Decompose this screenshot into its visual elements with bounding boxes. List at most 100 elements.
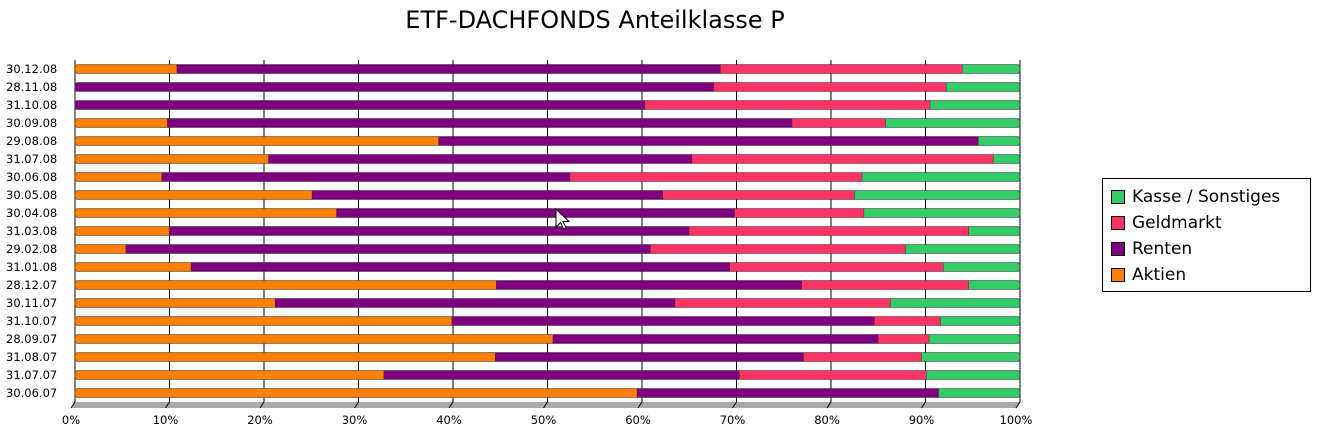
bar-segment <box>968 280 1020 290</box>
bar-segment <box>854 190 1020 200</box>
bar-segment <box>75 136 439 146</box>
bar-outline <box>74 244 1021 254</box>
y-tick-label: 29.02.08 <box>6 242 57 256</box>
bar-outline <box>74 208 1021 218</box>
legend-label: Aktien <box>1132 265 1187 285</box>
bar-segment <box>878 334 930 344</box>
grid-line-base <box>637 401 643 409</box>
y-tick-label: 31.08.07 <box>6 350 57 364</box>
x-tick-label: 70% <box>720 413 746 427</box>
bar-segment <box>689 226 969 236</box>
legend-label: Kasse / Sonstiges <box>1132 187 1281 207</box>
bars <box>74 64 1021 398</box>
bar-segment <box>75 388 638 398</box>
grid-line-base <box>1015 401 1021 409</box>
y-tick-label: 30.09.08 <box>6 116 57 130</box>
bar-segment <box>553 334 879 344</box>
x-tick-label: 50% <box>531 413 557 427</box>
grid-line-base <box>448 401 454 409</box>
bar-segment <box>962 64 1020 74</box>
grid-line-base <box>70 401 76 409</box>
x-tick-label: 80% <box>814 413 840 427</box>
bar-segment <box>75 190 313 200</box>
legend-label: Renten <box>1132 239 1193 259</box>
bar-segment <box>921 352 1020 362</box>
y-tick-label: 31.07.07 <box>6 368 57 382</box>
bar-segment <box>890 298 1020 308</box>
bar-segment <box>75 352 496 362</box>
grid-line-base <box>543 401 548 409</box>
bar-segment <box>75 316 453 326</box>
bar-outline <box>74 352 1021 362</box>
bar-segment <box>968 226 1020 236</box>
bar-segment <box>75 154 269 164</box>
bar-segment <box>452 316 875 326</box>
legend-item: Renten <box>1111 236 1310 262</box>
bar-segment <box>75 208 337 218</box>
bar-segment <box>75 172 162 182</box>
grid-line-base <box>354 401 359 409</box>
bar-segment <box>929 334 1020 344</box>
legend: Kasse / Sonstiges Geldmarkt Renten Aktien <box>1102 178 1311 292</box>
bar-segment <box>169 226 690 236</box>
bar-segment <box>275 298 676 308</box>
bar-segment <box>864 208 1020 218</box>
bar-segment <box>126 244 651 254</box>
bar-segment <box>938 388 1020 398</box>
bar-segment <box>570 172 863 182</box>
legend-swatch <box>1111 242 1125 256</box>
y-tick-label: 31.07.08 <box>6 152 57 166</box>
bar-segment <box>803 352 922 362</box>
y-tick-label: 31.10.08 <box>6 98 57 112</box>
bar-outline <box>74 64 1021 74</box>
bar-segment <box>438 136 979 146</box>
bar-segment <box>946 82 1020 92</box>
x-tick-label: 40% <box>436 413 462 427</box>
bar-segment <box>75 64 178 74</box>
x-tick-label: 0% <box>62 413 80 427</box>
bar-segment <box>191 262 730 272</box>
bar-segment <box>905 244 1020 254</box>
y-tick-label: 31.03.08 <box>6 224 57 238</box>
bar-segment <box>75 280 497 290</box>
bar-segment <box>312 190 663 200</box>
grid-line-base <box>826 401 832 409</box>
grid-line-base <box>259 401 265 409</box>
bar-segment <box>637 388 939 398</box>
bar-segment <box>739 370 927 380</box>
y-tick-label: 28.11.08 <box>6 80 57 94</box>
x-tick-label: 60% <box>625 413 651 427</box>
bar-segment <box>268 154 693 164</box>
bar-segment <box>940 316 1020 326</box>
bar-segment <box>161 172 571 182</box>
bar-segment <box>729 262 944 272</box>
y-tick-label: 29.08.08 <box>6 134 57 148</box>
bar-segment <box>75 82 714 92</box>
bar-segment <box>75 226 170 236</box>
grid-line-base <box>165 401 170 409</box>
bar-outline <box>74 172 1021 182</box>
bar-segment <box>384 370 740 380</box>
bar-segment <box>496 280 802 290</box>
legend-swatch <box>1111 268 1125 282</box>
bar-outline <box>74 388 1021 398</box>
bar-outline <box>74 280 1021 290</box>
bar-segment <box>943 262 1020 272</box>
y-tick-label: 28.12.07 <box>6 278 57 292</box>
legend-item: Geldmarkt <box>1111 210 1310 236</box>
bar-segment <box>675 298 891 308</box>
bar-segment <box>734 208 865 218</box>
x-tick-label: 10% <box>153 413 179 427</box>
bar-segment <box>885 118 1020 128</box>
x-tick-label: 90% <box>909 413 935 427</box>
x-tick-label: 100% <box>1000 413 1033 427</box>
bar-segment <box>801 280 969 290</box>
bar-segment <box>644 100 931 110</box>
grid-line-base <box>921 401 926 409</box>
bar-segment <box>75 298 276 308</box>
bar-outline <box>74 262 1021 272</box>
bar-segment <box>495 352 804 362</box>
bar-outline <box>74 190 1021 200</box>
y-tick-label: 30.05.08 <box>6 188 57 202</box>
